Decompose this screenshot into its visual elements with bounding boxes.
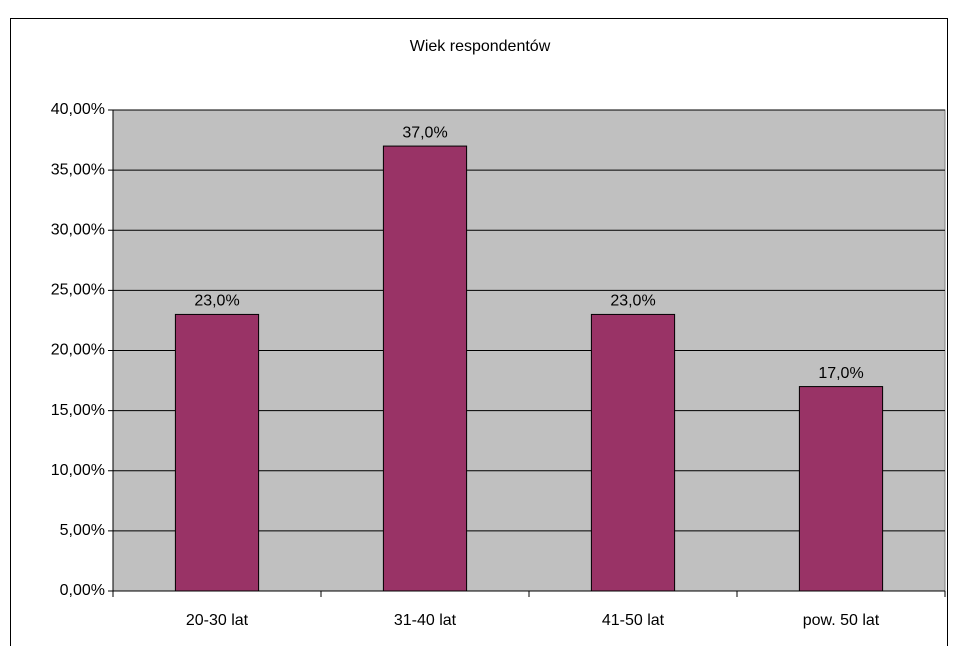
bar: [382, 145, 468, 592]
y-tick-label: 10,00%: [51, 462, 105, 479]
x-tick-label: 31-40 lat: [394, 612, 457, 629]
data-label: 17,0%: [818, 365, 863, 382]
bar: [798, 386, 884, 592]
y-tick-label: 35,00%: [51, 161, 105, 178]
data-label: 37,0%: [402, 124, 447, 141]
y-tick-label: 5,00%: [60, 522, 105, 539]
y-tick-label: 15,00%: [51, 402, 105, 419]
x-tick-label: 41-50 lat: [602, 612, 665, 629]
data-label: 23,0%: [610, 293, 655, 310]
chart-title: Wiek respondentów: [410, 38, 551, 55]
data-label: 23,0%: [194, 293, 239, 310]
y-tick-label: 20,00%: [51, 342, 105, 359]
bar: [174, 313, 260, 592]
y-tick-label: 40,00%: [51, 101, 105, 118]
x-tick-label: 20-30 lat: [186, 612, 249, 629]
x-tick-label: pow. 50 lat: [803, 612, 880, 629]
y-tick-label: 25,00%: [51, 282, 105, 299]
y-tick-label: 30,00%: [51, 221, 105, 238]
y-tick-label: 0,00%: [60, 582, 105, 599]
bar: [590, 313, 676, 592]
